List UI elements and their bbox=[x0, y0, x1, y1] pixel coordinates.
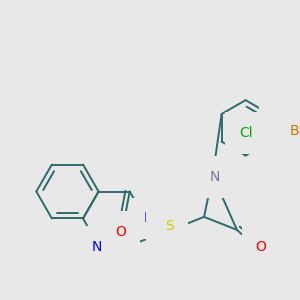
Text: N: N bbox=[143, 212, 154, 226]
Text: S: S bbox=[165, 218, 174, 233]
Text: H: H bbox=[198, 169, 206, 179]
Text: Br: Br bbox=[290, 124, 300, 138]
Text: H: H bbox=[157, 220, 165, 230]
Text: O: O bbox=[256, 240, 267, 254]
Text: O: O bbox=[116, 225, 127, 239]
Text: N: N bbox=[92, 240, 102, 254]
Text: N: N bbox=[209, 170, 220, 184]
Text: Cl: Cl bbox=[239, 126, 252, 140]
